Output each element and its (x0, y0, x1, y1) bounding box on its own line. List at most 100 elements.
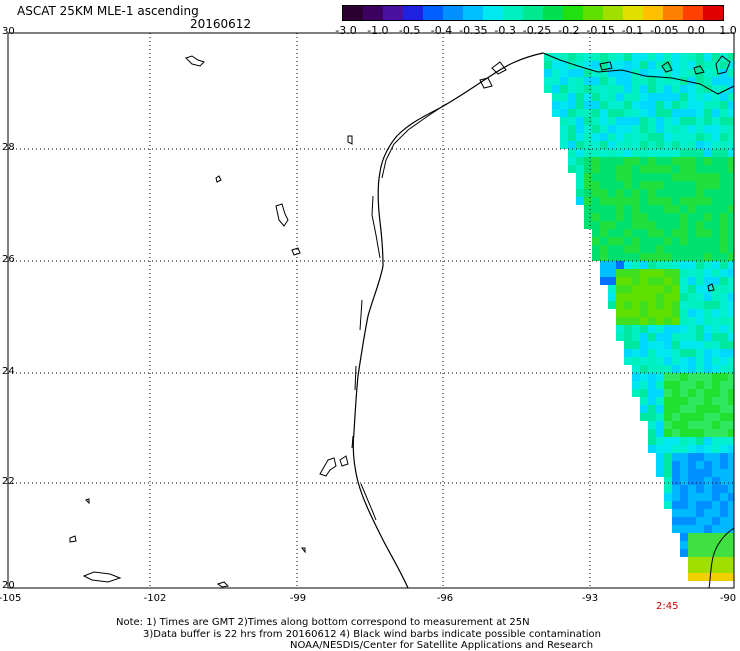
swath-cell (648, 197, 656, 205)
swath-cell (696, 205, 704, 213)
swath-cell (544, 77, 552, 85)
swath-cell (664, 389, 672, 397)
swath-cell (640, 93, 648, 101)
swath-cell (600, 221, 608, 229)
swath-cell (672, 429, 680, 437)
swath-cell (728, 453, 734, 461)
swath-cell (648, 325, 656, 333)
swath-cell (672, 117, 680, 125)
swath-cell (720, 493, 728, 501)
swath-cell (688, 493, 696, 501)
swath-cell (544, 53, 552, 61)
swath-cell (640, 85, 648, 93)
swath-cell (712, 565, 720, 573)
swath-cell (672, 373, 680, 381)
swath-cell (712, 413, 720, 421)
swath-cell (672, 341, 680, 349)
swath-cell (712, 557, 720, 565)
swath-cell (680, 197, 688, 205)
swath-cell (632, 333, 640, 341)
swath-cell (568, 141, 576, 149)
swath-cell (568, 149, 576, 157)
swath-data (544, 53, 734, 581)
swath-cell (648, 157, 656, 165)
swath-cell (728, 525, 734, 533)
swath-cell (640, 165, 648, 173)
swath-cell (728, 173, 734, 181)
swath-cell (728, 149, 734, 157)
swath-cell (648, 397, 656, 405)
swath-cell (720, 389, 728, 397)
note-line-1: Note: 1) Times are GMT 2)Times along bot… (116, 617, 530, 628)
swath-cell (696, 373, 704, 381)
swath-cell (656, 357, 664, 365)
swath-cell (720, 189, 728, 197)
swath-cell (672, 437, 680, 445)
swath-cell (632, 189, 640, 197)
swath-cell (728, 253, 734, 261)
note-line-2: 3)Data buffer is 22 hrs from 20160612 4)… (143, 629, 601, 640)
swath-cell (720, 365, 728, 373)
swath-cell (632, 141, 640, 149)
swath-cell (728, 101, 734, 109)
swath-cell (624, 357, 632, 365)
swath-cell (680, 437, 688, 445)
swath-cell (640, 413, 648, 421)
swath-cell (704, 557, 712, 565)
swath-cell (704, 149, 712, 157)
swath-cell (640, 269, 648, 277)
swath-cell (704, 413, 712, 421)
swath-cell (656, 53, 664, 61)
swath-cell (632, 301, 640, 309)
swath-cell (672, 197, 680, 205)
swath-cell (624, 261, 632, 269)
swath-cell (648, 301, 656, 309)
swath-cell (624, 141, 632, 149)
swath-cell (672, 453, 680, 461)
swath-cell (720, 357, 728, 365)
swath-cell (680, 181, 688, 189)
lon-label: -90 (719, 593, 737, 604)
swath-cell (688, 461, 696, 469)
swath-cell (656, 389, 664, 397)
swath-cell (664, 213, 672, 221)
swath-cell (720, 429, 728, 437)
swath-cell (720, 413, 728, 421)
swath-cell (656, 437, 664, 445)
swath-cell (640, 333, 648, 341)
swath-cell (560, 85, 568, 93)
swath-cell (696, 181, 704, 189)
swath-cell (632, 173, 640, 181)
swath-cell (680, 349, 688, 357)
swath-cell (664, 181, 672, 189)
swath-cell (608, 285, 616, 293)
swath-cell (568, 117, 576, 125)
swath-cell (688, 125, 696, 133)
lon-label: -96 (436, 593, 454, 604)
swath-cell (680, 341, 688, 349)
swath-cell (600, 197, 608, 205)
swath-cell (696, 141, 704, 149)
lat-label: 24 (2, 366, 15, 377)
swath-cell (728, 565, 734, 573)
swath-cell (680, 93, 688, 101)
swath-cell (688, 93, 696, 101)
swath-cell (672, 261, 680, 269)
swath-cell (720, 469, 728, 477)
swath-cell (592, 165, 600, 173)
swath-cell (688, 53, 696, 61)
swath-cell (728, 333, 734, 341)
swath-cell (672, 365, 680, 373)
swath-cell (664, 61, 672, 69)
swath-cell (608, 213, 616, 221)
swath-cell (688, 333, 696, 341)
swath-cell (712, 165, 720, 173)
swath-cell (576, 69, 584, 77)
swath-cell (720, 541, 728, 549)
swath-cell (616, 165, 624, 173)
swath-cell (560, 101, 568, 109)
swath-cell (672, 517, 680, 525)
swath-cell (616, 261, 624, 269)
swath-cell (704, 141, 712, 149)
swath-cell (688, 109, 696, 117)
